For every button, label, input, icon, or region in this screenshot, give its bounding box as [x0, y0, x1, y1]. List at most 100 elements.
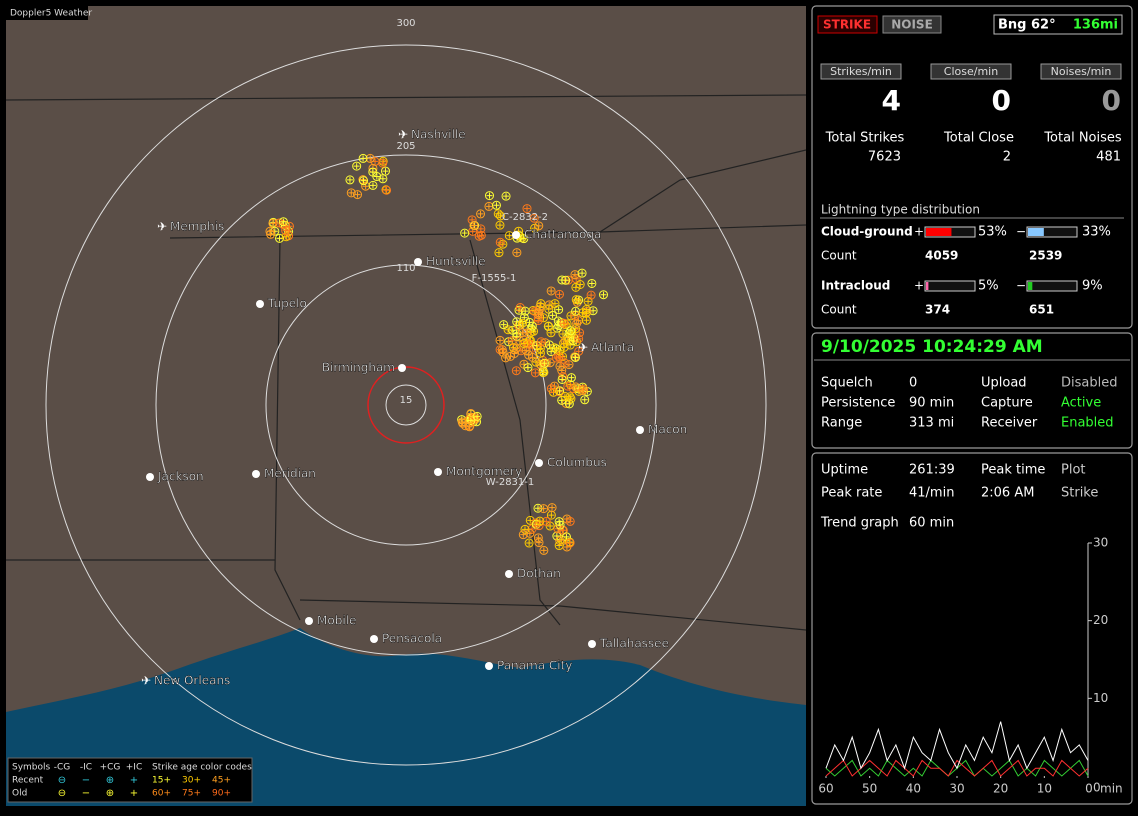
city-dot	[535, 459, 543, 467]
strike-marker	[572, 354, 579, 361]
app-title: Doppler5 Weather	[10, 9, 92, 19]
panels	[811, 5, 1133, 805]
strike-marker	[458, 418, 468, 428]
range-label: 205	[396, 141, 415, 152]
legend-age: 45+	[212, 776, 231, 786]
city-label: Tupelo	[267, 297, 307, 311]
legend-symbol: ⊕	[106, 788, 114, 799]
sign: −	[1016, 279, 1026, 293]
strike-marker	[588, 292, 595, 299]
pct-track	[924, 280, 976, 292]
distribution-title: Lightning type distribution	[821, 203, 980, 217]
strike-marker	[537, 300, 544, 307]
strike-marker	[554, 289, 564, 299]
strike-marker	[562, 277, 569, 284]
pct-bar	[926, 228, 952, 236]
strike-marker	[505, 326, 512, 333]
strike-marker	[570, 270, 580, 280]
airport-icon: ✈	[157, 220, 167, 234]
strike-marker	[474, 413, 481, 420]
rate-label-box	[930, 63, 1012, 80]
strike-marker	[572, 284, 579, 291]
city-label: New Orleans	[154, 674, 230, 688]
strike-marker	[559, 318, 569, 328]
strike-marker	[520, 531, 527, 538]
status-text: 313 mi	[909, 416, 954, 431]
strike-marker	[531, 357, 541, 367]
stat-text: Uptime	[821, 463, 868, 478]
rate-value: 0	[1102, 84, 1121, 117]
strike-marker	[555, 386, 565, 396]
strike-marker	[484, 191, 494, 201]
strike-marker	[354, 191, 361, 198]
strike-marker	[557, 522, 564, 529]
status-text: Disabled	[1061, 376, 1117, 391]
cities: ✈ Nashville✈ MemphisChattanoogaHuntsvilleT…	[141, 127, 687, 688]
strike-marker	[495, 249, 502, 256]
strike-marker	[517, 304, 524, 311]
strike-marker	[549, 381, 559, 391]
strike-marker	[491, 200, 501, 210]
x-tick-label: 50	[862, 782, 877, 796]
strike-marker	[497, 337, 504, 344]
x-tick-label: 60	[818, 782, 833, 796]
city-dot	[146, 473, 154, 481]
range-label: 110	[396, 263, 415, 274]
strike-marker	[466, 423, 473, 430]
strike-marker	[567, 518, 574, 525]
strike-marker	[523, 347, 530, 354]
strike-marker	[574, 334, 584, 344]
strike-marker	[511, 350, 518, 357]
rate-value: 4	[882, 84, 901, 117]
strike-marker	[554, 352, 564, 362]
city-label: Atlanta	[591, 341, 634, 355]
strike-marker	[519, 338, 529, 348]
bearing: Bng 62°	[998, 18, 1056, 33]
strike-marker	[497, 212, 504, 219]
strike-marker	[535, 222, 542, 229]
strike-marker	[477, 225, 484, 232]
x-unit: min	[1100, 782, 1123, 796]
strike-marker	[553, 355, 560, 362]
strike-marker	[561, 360, 568, 367]
noise-button[interactable]	[882, 15, 942, 34]
rate-label: Strikes/min	[830, 65, 892, 78]
strike-marker	[472, 417, 482, 427]
strike-marker	[528, 352, 538, 362]
city-dot	[512, 231, 520, 239]
city-dot	[485, 662, 493, 670]
strike-marker	[553, 316, 563, 326]
city-label: Columbus	[547, 456, 607, 470]
rate-label-box	[1040, 63, 1122, 80]
strike-marker	[360, 155, 367, 162]
strike-marker	[518, 530, 528, 540]
total-value: 481	[1096, 150, 1121, 165]
legend-type: +IC	[126, 763, 142, 773]
strike-marker	[545, 323, 552, 330]
sign: +	[914, 279, 924, 293]
strike-marker	[378, 158, 388, 168]
city-label: Dothan	[517, 567, 561, 581]
strike-marker	[486, 192, 493, 199]
strike-marker	[565, 380, 575, 390]
strike-marker	[577, 268, 587, 278]
strike-marker	[537, 350, 544, 357]
state-lines	[5, 94, 807, 631]
strike-marker	[550, 299, 560, 309]
close-ring	[367, 366, 445, 444]
strike-marker	[530, 368, 540, 378]
strike-marker	[551, 300, 558, 307]
strike-marker	[578, 386, 588, 396]
strike-marker	[563, 381, 573, 391]
strike-marker	[509, 349, 519, 359]
x-tick-label: 0	[1085, 782, 1093, 796]
strike-marker	[464, 422, 474, 432]
strike-button[interactable]	[817, 15, 878, 34]
range-label: 300	[396, 18, 415, 29]
strike-marker	[497, 239, 504, 246]
strike-marker	[353, 163, 360, 170]
strike-marker	[555, 346, 565, 356]
pct-bar	[1028, 282, 1033, 290]
legend-row: Old	[12, 789, 27, 799]
